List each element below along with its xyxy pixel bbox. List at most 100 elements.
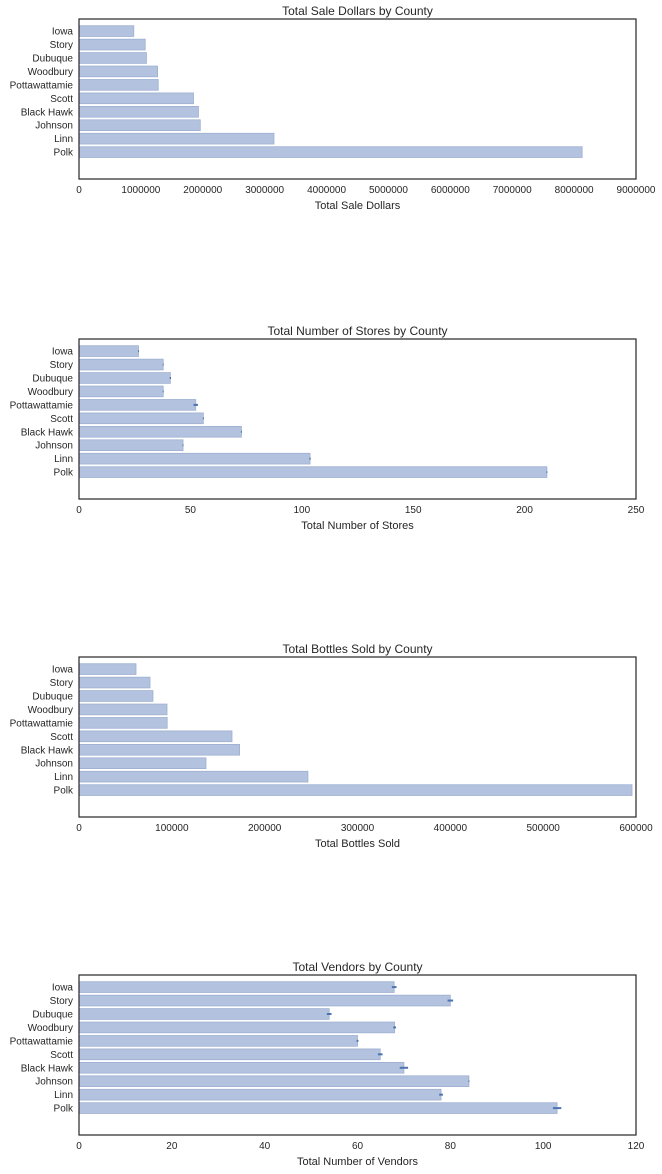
- y-tick-label: Scott: [50, 414, 73, 425]
- bar-story: [78, 38, 146, 51]
- bar-linn: [78, 132, 275, 145]
- y-tick-label: Dubuque: [32, 53, 73, 64]
- bar-polk: [78, 784, 633, 796]
- bar-iowa: [78, 663, 137, 675]
- y-tick-label: Johnson: [35, 121, 73, 132]
- bar-woodbury: [78, 385, 164, 398]
- x-tick-label: 300000: [341, 823, 375, 834]
- chart-title: Total Sale Dollars by County: [282, 4, 433, 18]
- y-tick-label: Dubuque: [32, 373, 73, 384]
- bar-scott: [78, 412, 204, 425]
- plot-frame: [78, 974, 637, 1136]
- x-tick-label: 80: [445, 1141, 457, 1152]
- y-tick-label: Linn: [54, 134, 73, 145]
- x-tick-label: 50: [185, 505, 197, 516]
- bar-polk: [78, 1102, 558, 1114]
- bar-pottawattamie: [78, 79, 159, 91]
- chart-3: Total Bottles Sold by County Iowa Story Dub…: [10, 642, 653, 850]
- x-tick-label: 60: [352, 1141, 364, 1152]
- y-tick-label: Johnson: [35, 759, 73, 770]
- x-tick-label: 6000000: [431, 185, 470, 196]
- x-tick-label: 200000: [248, 823, 282, 834]
- x-axis-label: Total Number of Vendors: [297, 1156, 419, 1168]
- y-tick-label: Black Hawk: [21, 1063, 74, 1074]
- x-tick-label: 2000000: [183, 185, 222, 196]
- x-axis-label: Total Bottles Sold: [315, 838, 400, 850]
- x-tick-label: 9000000: [617, 185, 656, 196]
- bar-pottawattamie: [78, 717, 168, 729]
- y-tick-label: Pottawattamie: [10, 1036, 74, 1047]
- y-tick-label: Story: [50, 360, 73, 371]
- x-tick-label: 600000: [619, 823, 653, 834]
- x-tick-label: 0: [76, 185, 82, 196]
- y-tick-label: Dubuque: [32, 691, 73, 702]
- x-tick-label: 3000000: [245, 185, 284, 196]
- y-tick-label: Pottawattamie: [10, 718, 74, 729]
- bar-scott: [78, 730, 233, 743]
- x-tick-label: 150: [405, 505, 422, 516]
- y-tick-label: Iowa: [52, 665, 74, 676]
- x-tick-label: 0: [76, 505, 82, 516]
- bar-black-hawk: [78, 1061, 405, 1074]
- y-tick-label: Polk: [54, 1104, 74, 1115]
- x-axis-label: Total Number of Stores: [301, 520, 414, 532]
- bar-black-hawk: [78, 105, 199, 118]
- y-tick-label: Linn: [54, 772, 73, 783]
- bar-scott: [78, 92, 194, 105]
- bar-johnson: [78, 119, 201, 131]
- y-tick-label: Woodbury: [28, 67, 73, 78]
- bar-woodbury: [78, 1021, 396, 1034]
- bar-woodbury: [78, 65, 158, 78]
- y-tick-label: Woodbury: [28, 1023, 73, 1034]
- y-tick-label: Story: [50, 996, 73, 1007]
- y-tick-label: Polk: [54, 468, 74, 479]
- y-tick-label: Pottawattamie: [10, 400, 74, 411]
- bar-dubuque: [78, 690, 154, 702]
- y-tick-label: Pottawattamie: [10, 80, 74, 91]
- x-tick-label: 8000000: [555, 185, 594, 196]
- y-tick-label: Linn: [54, 1090, 73, 1101]
- plot-frame: [78, 338, 637, 500]
- y-tick-label: Johnson: [35, 441, 73, 452]
- bar-dubuque: [78, 1008, 330, 1020]
- x-tick-label: 120: [628, 1141, 645, 1152]
- chart-title: Total Bottles Sold by County: [282, 642, 432, 656]
- bar-linn: [78, 452, 311, 465]
- y-tick-label: Scott: [50, 1050, 73, 1061]
- x-tick-label: 100: [535, 1141, 552, 1152]
- y-tick-label: Black Hawk: [21, 745, 74, 756]
- x-tick-label: 1000000: [121, 185, 160, 196]
- bar-johnson: [78, 757, 207, 769]
- bar-iowa: [78, 981, 395, 993]
- bar-story: [78, 994, 451, 1007]
- y-tick-label: Polk: [54, 786, 74, 797]
- y-tick-label: Iowa: [52, 983, 74, 994]
- x-tick-label: 5000000: [369, 185, 408, 196]
- bar-dubuque: [78, 372, 171, 384]
- y-tick-label: Dubuque: [32, 1009, 73, 1020]
- bar-dubuque: [78, 52, 147, 64]
- x-tick-label: 0: [76, 823, 82, 834]
- y-tick-label: Polk: [54, 148, 74, 159]
- y-tick-label: Iowa: [52, 27, 74, 38]
- y-tick-label: Story: [50, 678, 73, 689]
- x-tick-label: 500000: [526, 823, 560, 834]
- chart-2: Total Number of Stores by County Iowa Stor…: [10, 324, 645, 532]
- x-axis-label: Total Sale Dollars: [315, 200, 401, 212]
- y-tick-label: Johnson: [35, 1077, 73, 1088]
- bar-pottawattamie: [78, 399, 197, 411]
- chart-4: Total Vendors by County Iowa Story Dubuque W…: [10, 960, 645, 1168]
- x-tick-label: 40: [259, 1141, 271, 1152]
- chart-title: Total Number of Stores by County: [267, 324, 447, 338]
- bar-iowa: [78, 345, 139, 357]
- plot-frame: [78, 18, 637, 180]
- chart-1: Total Sale Dollars by County Iowa Story Dub…: [10, 4, 656, 212]
- bar-black-hawk: [78, 743, 241, 756]
- bar-polk: [78, 146, 583, 158]
- bar-woodbury: [78, 703, 168, 716]
- bar-linn: [78, 1088, 442, 1101]
- bar-pottawattamie: [78, 1035, 358, 1047]
- x-tick-label: 200: [516, 505, 533, 516]
- y-tick-label: Scott: [50, 94, 73, 105]
- bar-polk: [78, 466, 548, 478]
